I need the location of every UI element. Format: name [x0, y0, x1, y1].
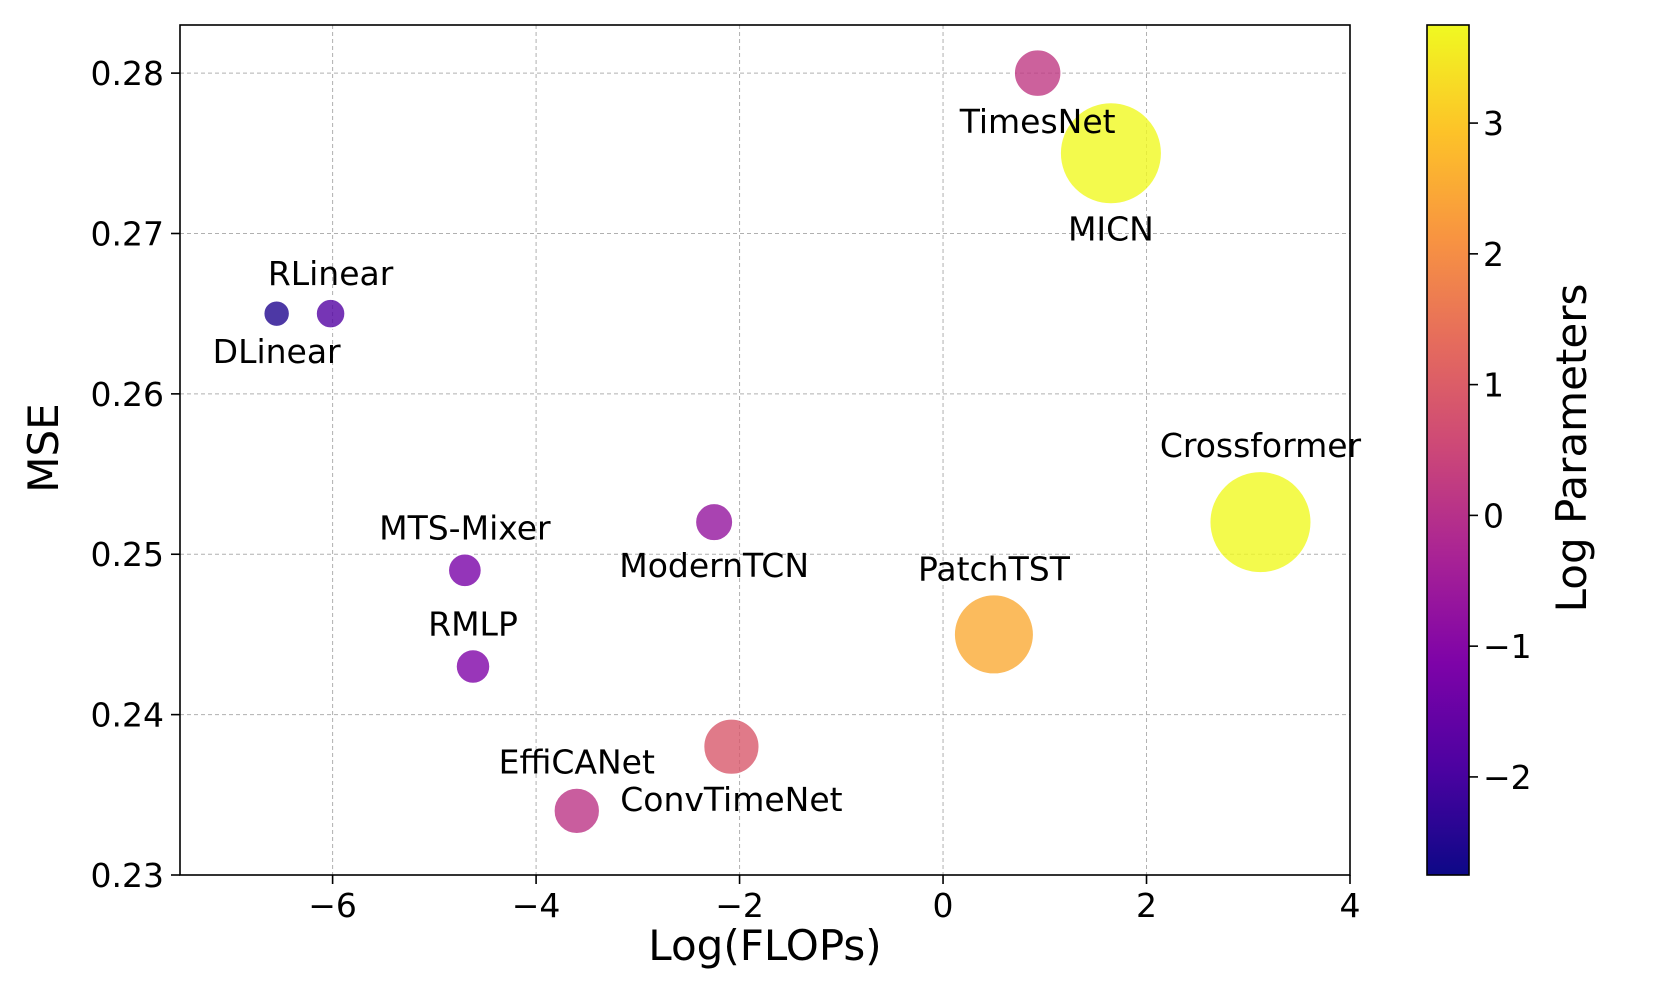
x-axis-label: Log(FLOPs): [648, 921, 881, 970]
y-tick-label: 0.23: [91, 856, 164, 895]
label-dlinear: DLinear: [213, 332, 341, 371]
point-labels: DLinear RLinear MTS-Mixer RMLP EffiCANet Mode…: [213, 102, 1362, 819]
label-efficanet: EffiCANet: [499, 743, 655, 782]
label-moderntcn: ModernTCN: [619, 546, 809, 585]
colorbar: [1426, 24, 1470, 876]
label-rmlp: RMLP: [428, 604, 518, 643]
label-patchtst: PatchTST: [918, 549, 1071, 588]
label-timesnet: TimesNet: [959, 102, 1116, 141]
x-tick-label: 4: [1340, 886, 1361, 925]
label-crossformer: Crossformer: [1160, 426, 1362, 465]
label-micn: MICN: [1068, 209, 1154, 248]
point-crossformer: [1208, 470, 1313, 575]
label-convtimenet: ConvTimeNet: [620, 780, 842, 819]
y-tick-label: 0.28: [91, 54, 164, 93]
colorbar-tick-label: 0: [1483, 496, 1504, 535]
plot-frame: [179, 24, 1351, 876]
point-efficanet: [552, 786, 601, 836]
colorbar-tick-label: 1: [1483, 366, 1504, 405]
point-timesnet: [1012, 48, 1063, 98]
x-axis-ticks: −6 −4 −2 0 2 4: [308, 875, 1361, 925]
y-tick-label: 0.25: [91, 535, 164, 574]
point-micn: [1058, 101, 1163, 206]
label-mts-mixer: MTS-Mixer: [379, 508, 551, 547]
point-moderntcn: [694, 502, 735, 543]
colorbar-tick-label: 3: [1483, 104, 1504, 143]
point-patchtst: [952, 593, 1035, 676]
colorbar-tick-label: −1: [1483, 627, 1532, 666]
x-tick-label: 0: [933, 886, 954, 925]
colorbar-tick-label: 2: [1483, 235, 1504, 274]
point-dlinear: [262, 299, 291, 328]
point-rmlp: [454, 648, 492, 685]
x-tick-label: 2: [1136, 886, 1157, 925]
colorbar-tick-label: −2: [1483, 758, 1532, 797]
point-convtimenet: [702, 717, 761, 776]
y-axis-label: MSE: [19, 403, 68, 492]
x-tick-label: −6: [308, 886, 357, 925]
point-mts-mixer: [447, 552, 483, 589]
scatter-points: [262, 48, 1313, 836]
point-rlinear: [314, 297, 347, 330]
x-tick-label: −2: [715, 886, 764, 925]
y-tick-label: 0.24: [91, 696, 164, 735]
colorbar-label: Log Parameters: [1547, 284, 1596, 613]
colorbar-ticks: −2 −1 0 1 2 3: [1469, 104, 1532, 797]
y-axis-ticks: 0.23 0.24 0.25 0.26 0.27 0.28: [91, 54, 180, 895]
y-tick-label: 0.27: [91, 214, 164, 253]
y-tick-label: 0.26: [91, 375, 164, 414]
label-rlinear: RLinear: [268, 254, 394, 293]
x-tick-label: −4: [512, 886, 561, 925]
